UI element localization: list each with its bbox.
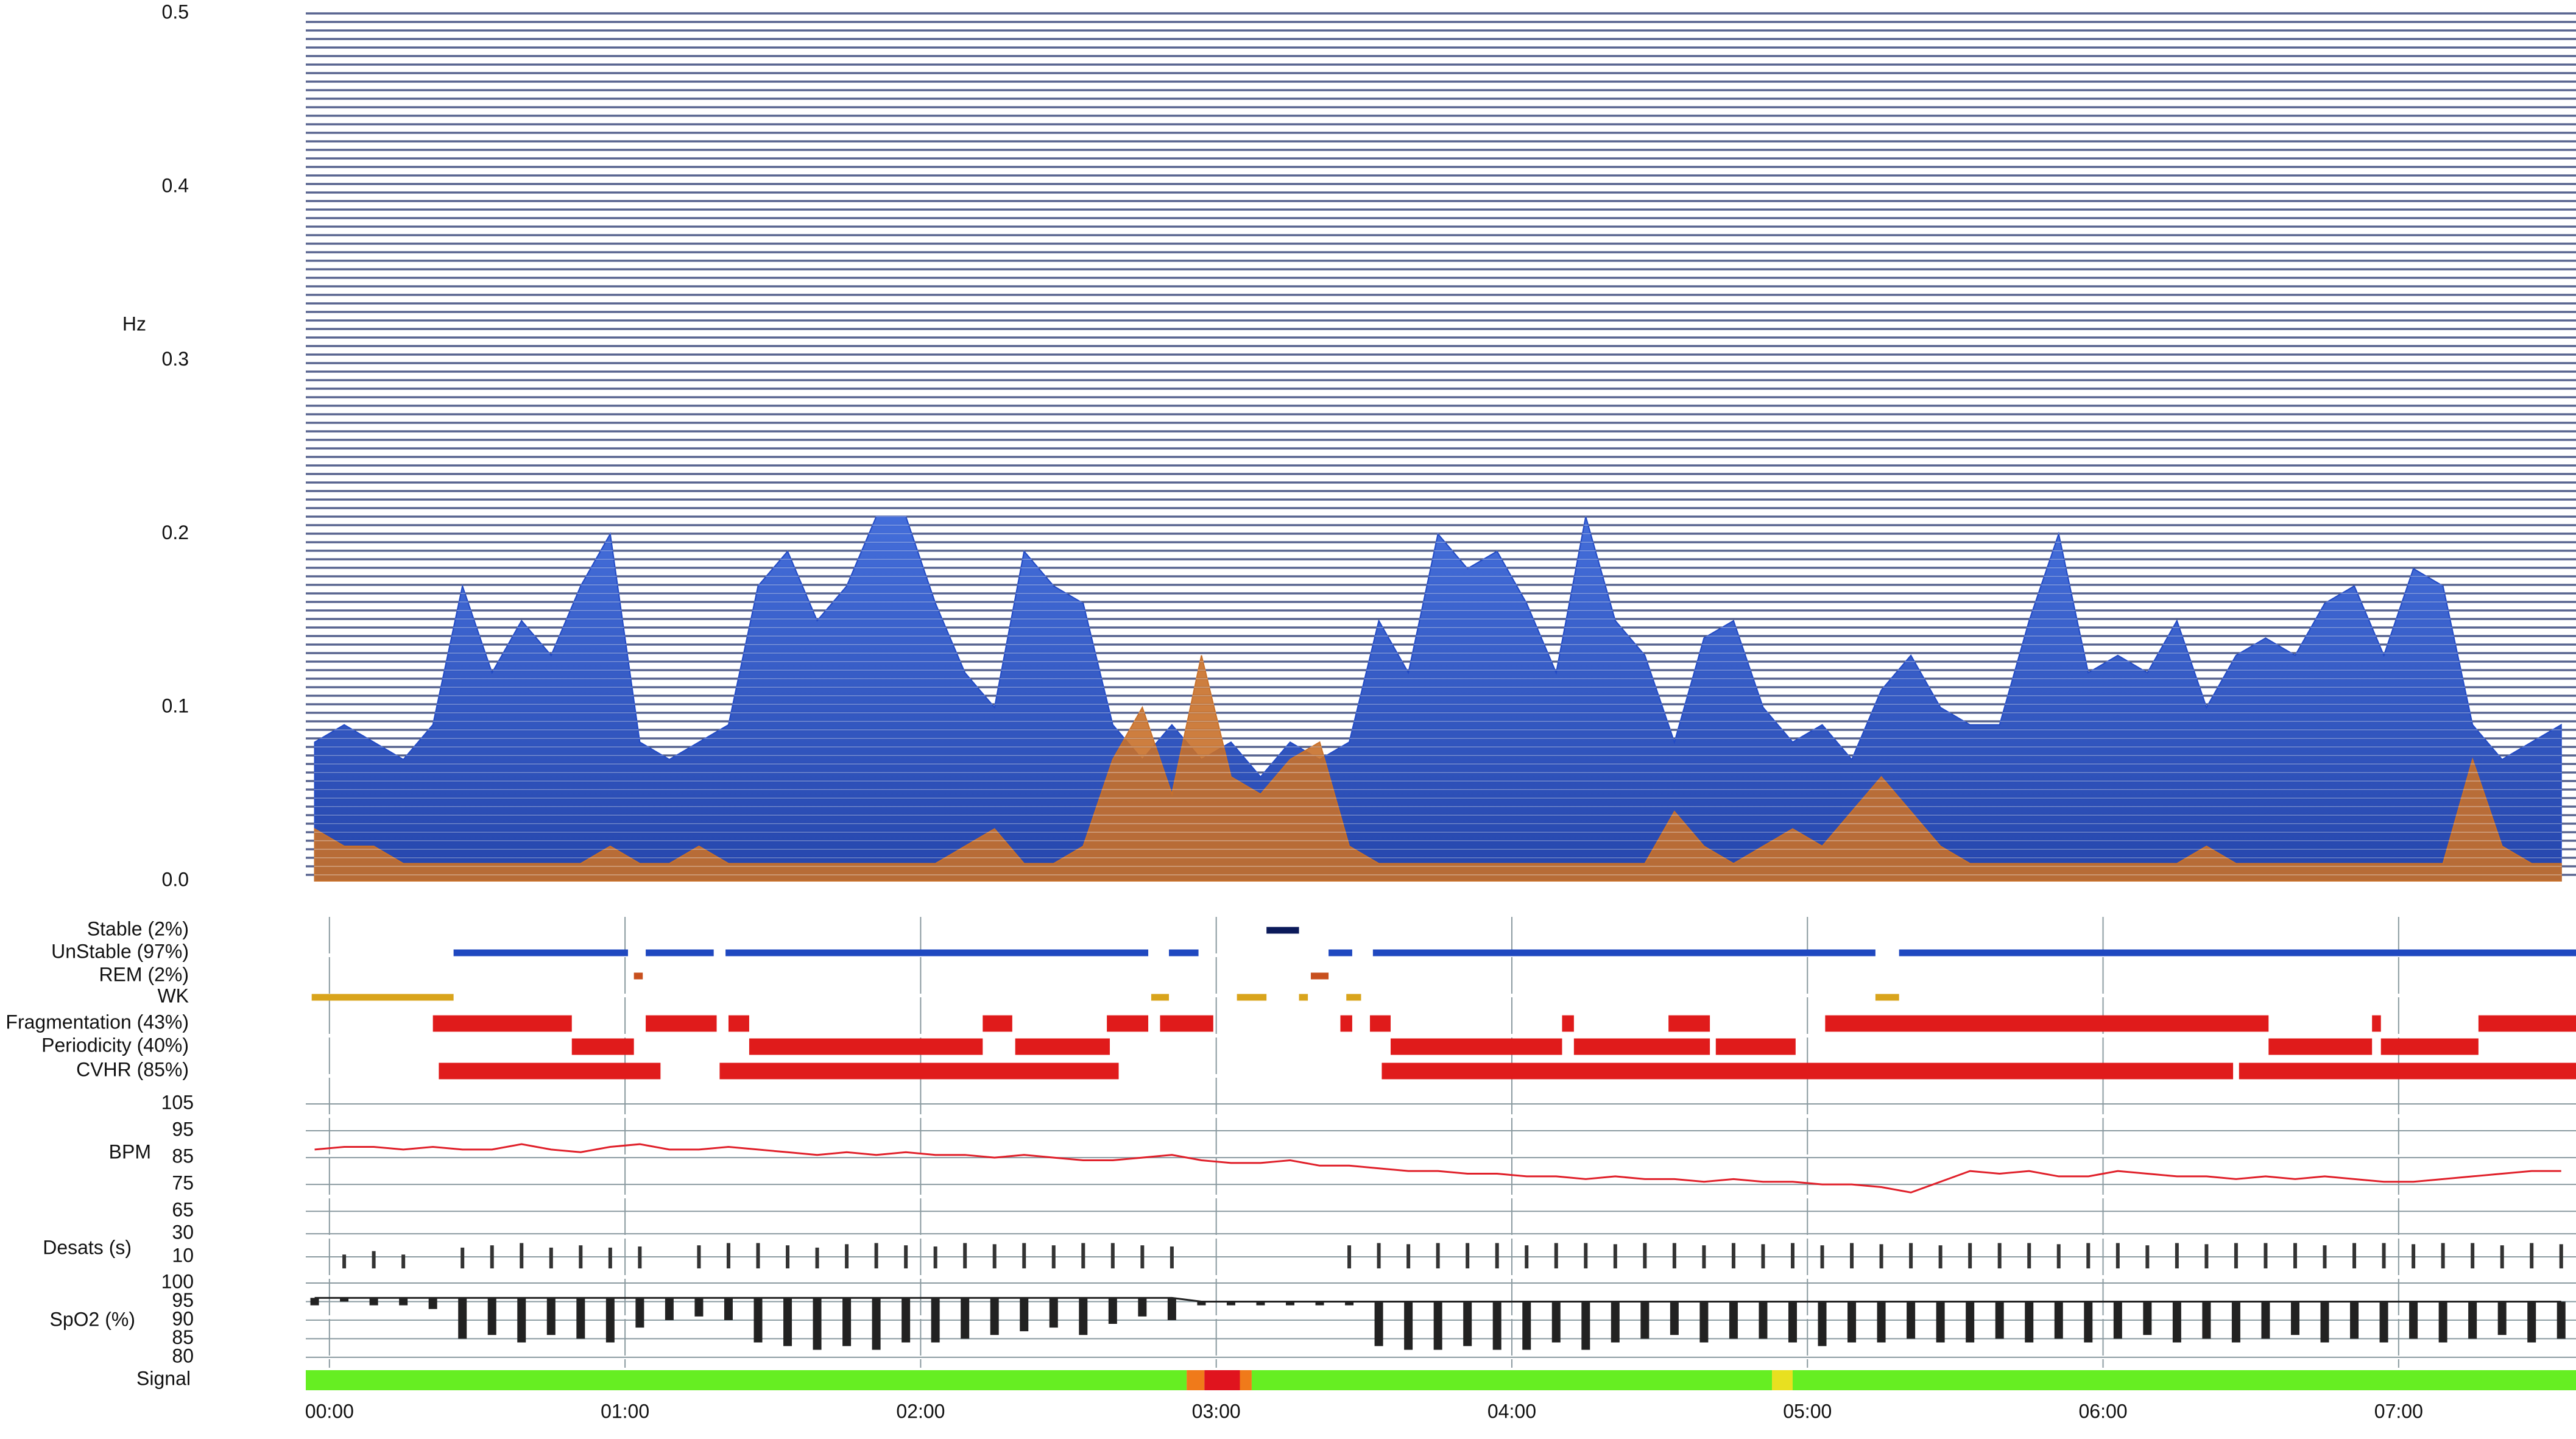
spectral-area [314,515,2562,882]
y-tick-label: 0.2 [162,522,189,543]
y-tick-label: 95 [172,1289,194,1311]
state-segment [1715,1038,1796,1055]
y-axis-label: Desats (s) [43,1236,132,1258]
x-tick-label: 05:00 [1783,1400,1832,1422]
row-label: UnStable (97%) [51,940,189,962]
row-label: Periodicity (40%) [41,1034,189,1056]
x-tick-label: 02:00 [896,1400,945,1422]
signal-segment [1792,1370,2576,1390]
bpm-line [314,1143,2561,1193]
state-segment [1372,949,1876,956]
x-tick-label: 06:00 [2079,1400,2128,1422]
state-segment [2239,1062,2576,1080]
y-tick-label: 0.3 [162,348,189,370]
state-segment [1151,994,1170,1001]
signal-segment [1240,1370,1252,1390]
state-segment [1237,994,1267,1001]
row-label: WK [157,985,189,1006]
state-segment [749,1038,983,1055]
y-tick-label: 0.4 [162,174,189,196]
state-segment [983,1015,1012,1032]
signal-segment [1772,1370,1793,1390]
state-segment [1391,1038,1562,1055]
state-segment [646,949,714,956]
row-label: CVHR (85%) [76,1058,189,1080]
state-segment [1668,1015,1710,1032]
state-segment [719,1062,1119,1080]
y-axis-label: BPM [109,1140,151,1162]
state-segment [1346,994,1361,1001]
state-segment [646,1015,717,1032]
x-tick-label: 00:00 [305,1400,354,1422]
state-segment [1899,949,2576,956]
row-label: Stable (2%) [87,917,189,939]
state-segment [1266,927,1299,934]
y-tick-label: 10 [172,1245,194,1267]
state-segment [1160,1015,1213,1032]
spectral-area [314,655,2562,882]
state-segment [2372,1015,2381,1032]
state-segment [1169,949,1199,956]
y-tick-label: 30 [172,1222,194,1243]
y-tick-label: 0.1 [162,695,189,717]
state-segment [2380,1038,2479,1055]
state-segment [1015,1038,1110,1055]
row-label: Fragmentation (43%) [5,1011,189,1033]
y-tick-label: 85 [172,1326,194,1348]
state-segment [1299,994,1308,1001]
x-tick-label: 03:00 [1192,1400,1241,1422]
y-tick-label: 65 [172,1199,194,1221]
state-segment [432,1015,572,1032]
y-tick-label: 0.0 [162,868,189,890]
signal-segment [1187,1370,1205,1390]
state-segment [728,1015,749,1032]
state-segment [1107,1015,1149,1032]
y-tick-label: 90 [172,1307,194,1329]
x-tick-label: 04:00 [1487,1400,1536,1422]
state-segment [1825,1015,2269,1032]
state-segment [453,949,628,956]
y-tick-label: 0.5 [162,1,189,23]
signal-segment [306,1370,1187,1390]
state-segment [1370,1015,1391,1032]
y-tick-label: 105 [161,1091,194,1113]
state-segment [1573,1038,1710,1055]
y-tick-label: 80 [172,1345,194,1367]
state-segment [1382,1062,2234,1080]
y-tick-label: 75 [172,1172,194,1194]
y-tick-label: 85 [172,1145,194,1167]
y-axis-label: SpO2 (%) [50,1308,135,1330]
state-segment [1875,994,1899,1001]
state-segment [439,1062,661,1080]
y-tick-label: 95 [172,1119,194,1140]
state-segment [633,972,643,980]
state-segment [311,994,454,1001]
state-segment [1310,972,1329,980]
state-segment [571,1038,634,1055]
y-axis-label: Signal [136,1367,191,1389]
row-label: REM (2%) [99,963,189,985]
signal-segment [1251,1370,1773,1390]
spo2-line [314,1296,2561,1303]
y-axis-label: Hz [122,313,146,334]
state-segment [725,949,1149,956]
signal-segment [1204,1370,1240,1390]
state-segment [1340,1015,1352,1032]
state-segment [1562,1015,1574,1032]
x-tick-label: 01:00 [601,1400,649,1422]
x-tick-label: 07:00 [2374,1400,2423,1422]
state-segment [2268,1038,2373,1055]
state-segment [2478,1015,2576,1032]
y-tick-label: 100 [161,1270,194,1292]
state-segment [1329,949,1352,956]
